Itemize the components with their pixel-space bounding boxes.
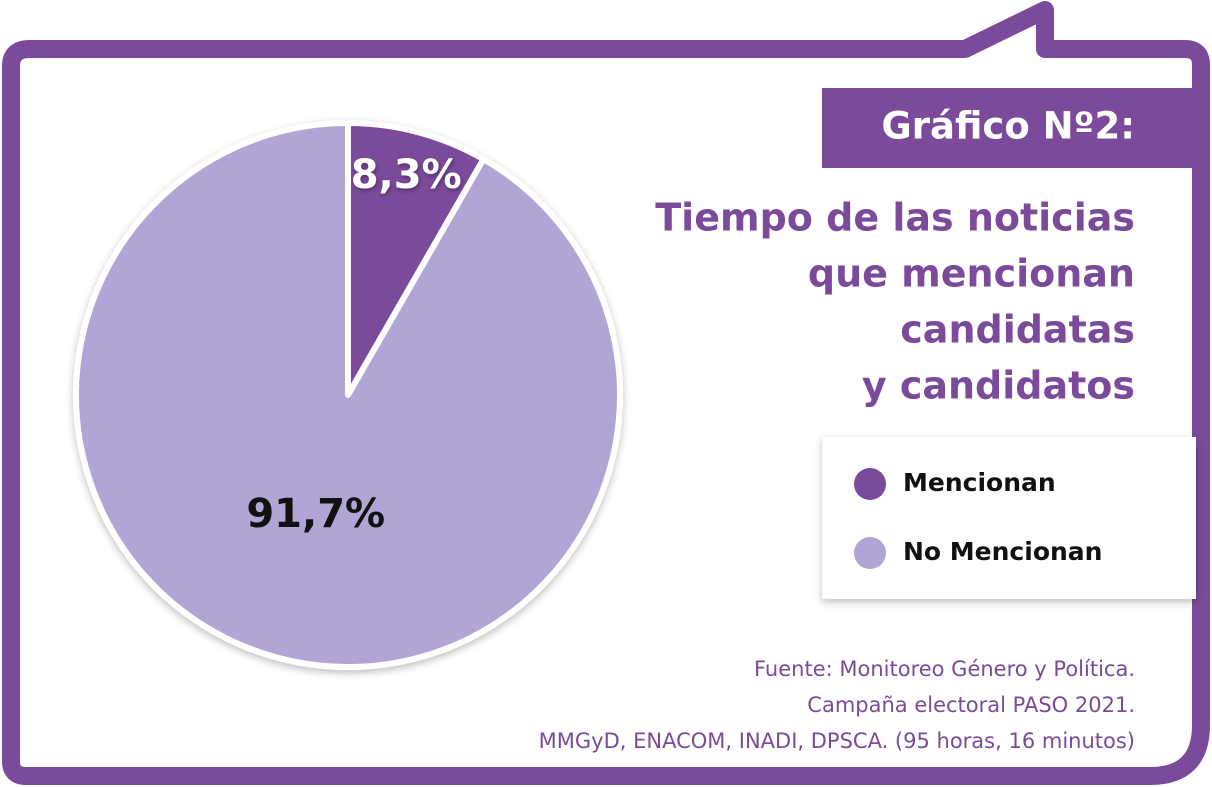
legend-label: Mencionan bbox=[903, 468, 1056, 497]
chart-title: Gráfico Nº2: bbox=[881, 105, 1135, 148]
title-box bbox=[822, 88, 1196, 168]
subtitle-line: Tiempo de las noticias bbox=[655, 196, 1135, 240]
legend-label: No Mencionan bbox=[903, 537, 1102, 566]
source: Fuente: Monitoreo Género y Política. Camp… bbox=[539, 657, 1135, 753]
subtitle-line: y candidatos bbox=[862, 364, 1135, 408]
source-line: MMGyD, ENACOM, INADI, DPSCA. (95 horas, … bbox=[539, 729, 1135, 753]
subtitle: Tiempo de las noticias que mencionan candi… bbox=[655, 196, 1135, 408]
legend: Mencionan No Mencionan bbox=[854, 468, 1102, 569]
legend-swatch bbox=[854, 468, 886, 500]
subtitle-line: que mencionan bbox=[808, 252, 1135, 296]
legend-swatch bbox=[854, 537, 886, 569]
data-label: 8,3% bbox=[351, 152, 462, 198]
source-line: Fuente: Monitoreo Género y Política. bbox=[754, 657, 1135, 681]
legend-box bbox=[822, 437, 1196, 599]
pie-slice bbox=[345, 120, 487, 398]
pie: 8,3% 91,7% bbox=[73, 120, 623, 670]
subtitle-line: candidatas bbox=[900, 308, 1135, 352]
pie-slice bbox=[73, 120, 623, 670]
data-label: 91,7% bbox=[246, 491, 385, 537]
source-line: Campaña electoral PASO 2021. bbox=[807, 693, 1135, 717]
